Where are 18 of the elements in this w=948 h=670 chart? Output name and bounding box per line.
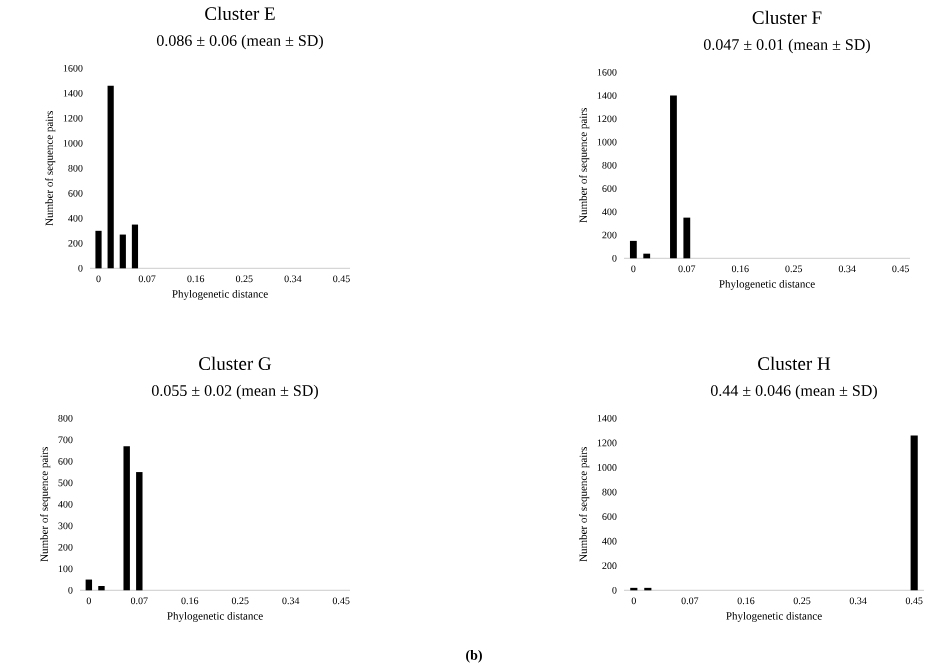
bar <box>629 240 637 259</box>
bar <box>136 471 143 591</box>
bar <box>670 95 677 259</box>
chart-subtitle: 0.047 ± 0.01 (mean ± SD) <box>703 38 870 54</box>
bar <box>107 85 114 269</box>
bar <box>119 234 126 269</box>
chart-title: Cluster G <box>199 356 272 370</box>
chart-subtitle: 0.44 ± 0.046 (mean ± SD) <box>710 384 877 400</box>
chart-title: Cluster H <box>758 356 831 370</box>
bar <box>131 224 139 269</box>
chart-title: Cluster E <box>205 6 275 20</box>
bar <box>683 217 691 259</box>
chart-title: Cluster F <box>752 10 822 24</box>
bar <box>98 585 105 591</box>
bar <box>123 446 130 591</box>
chart-subtitle: 0.086 ± 0.06 (mean ± SD) <box>156 34 323 50</box>
chart-subtitle: 0.055 ± 0.02 (mean ± SD) <box>151 384 318 400</box>
bar <box>95 230 102 269</box>
